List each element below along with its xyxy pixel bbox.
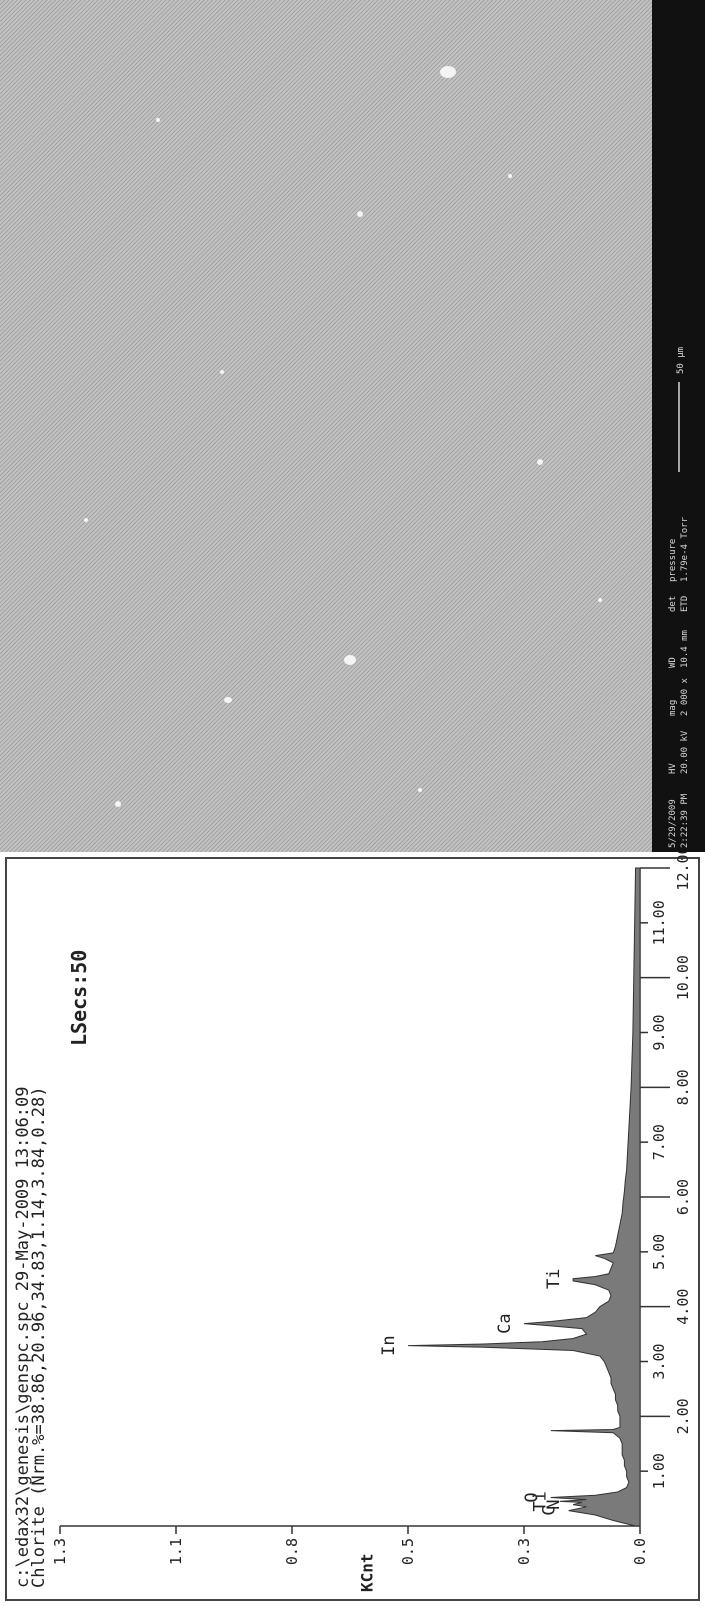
peak-label: Ti [544,1268,564,1288]
y-tick-label: 1.1 [167,1538,185,1565]
sem-micrograph-panel: 5/29/2009 2:22:39 PM HV 20.00 kV mag 2 0… [0,0,705,852]
info-det-label: det [668,596,678,612]
sem-micrograph: 5/29/2009 2:22:39 PM HV 20.00 kV mag 2 0… [0,0,705,852]
info-wd-label: WD [668,657,678,668]
x-tick-label: 10.00 [674,955,692,1000]
info-wd-value: 10.4 mm [680,630,690,668]
x-tick-label: 8.00 [674,1069,692,1105]
peak-label: In [379,1335,399,1355]
x-tick-label: 4.00 [674,1289,692,1325]
x-tick-label: 11.00 [650,900,668,945]
x-tick-label: 1.00 [650,1453,668,1489]
info-hv-value: 20.00 kV [680,730,690,774]
spectrum-header-line2: Chlorite (Nrm.%=38.86,20.96,34.83,1.14,3… [29,1086,49,1588]
x-tick-label: 7.00 [650,1124,668,1160]
info-hv-label: HV [668,763,678,774]
info-pressure-value: 1.79e-4 Torr [680,516,690,582]
info-pressure-label: pressure [668,539,678,582]
live-seconds-label: LSecs:50 [67,950,91,1046]
x-tick-label: 5.00 [650,1234,668,1270]
y-tick-label: 1.3 [51,1538,69,1565]
y-tick-label: 0.8 [283,1538,301,1565]
x-tick-label: 9.00 [650,1014,668,1050]
micrograph-surface [0,0,652,852]
info-mag-label: mag [668,700,678,716]
y-axis-label: KCnt [357,1553,376,1592]
peak-label: Ca [495,1313,515,1333]
eds-spectrum-panel: c:\edax32\genesis\genspc.spc 29-May-2009… [0,852,705,1606]
info-datetime-date: 5/29/2009 [668,799,678,848]
y-tick-label: 0.0 [631,1538,649,1565]
info-det-value: ETD [680,596,690,612]
eds-spectrum-chart: c:\edax32\genesis\genspc.spc 29-May-2009… [0,852,705,1606]
peak-label: O [522,1492,542,1502]
y-tick-label: 0.5 [399,1538,417,1565]
x-tick-label: 6.00 [674,1179,692,1215]
x-tick-label: 3.00 [650,1343,668,1379]
spectrum-frame [6,858,699,1600]
info-mag-value: 2 000 x [680,677,690,716]
x-tick-label: 12.00 [674,852,692,891]
scale-bar-label: 50 µm [676,347,686,374]
info-datetime-time: 2:22:39 PM [680,793,690,848]
y-tick-label: 0.3 [515,1538,533,1565]
x-tick-label: 2.00 [674,1398,692,1434]
